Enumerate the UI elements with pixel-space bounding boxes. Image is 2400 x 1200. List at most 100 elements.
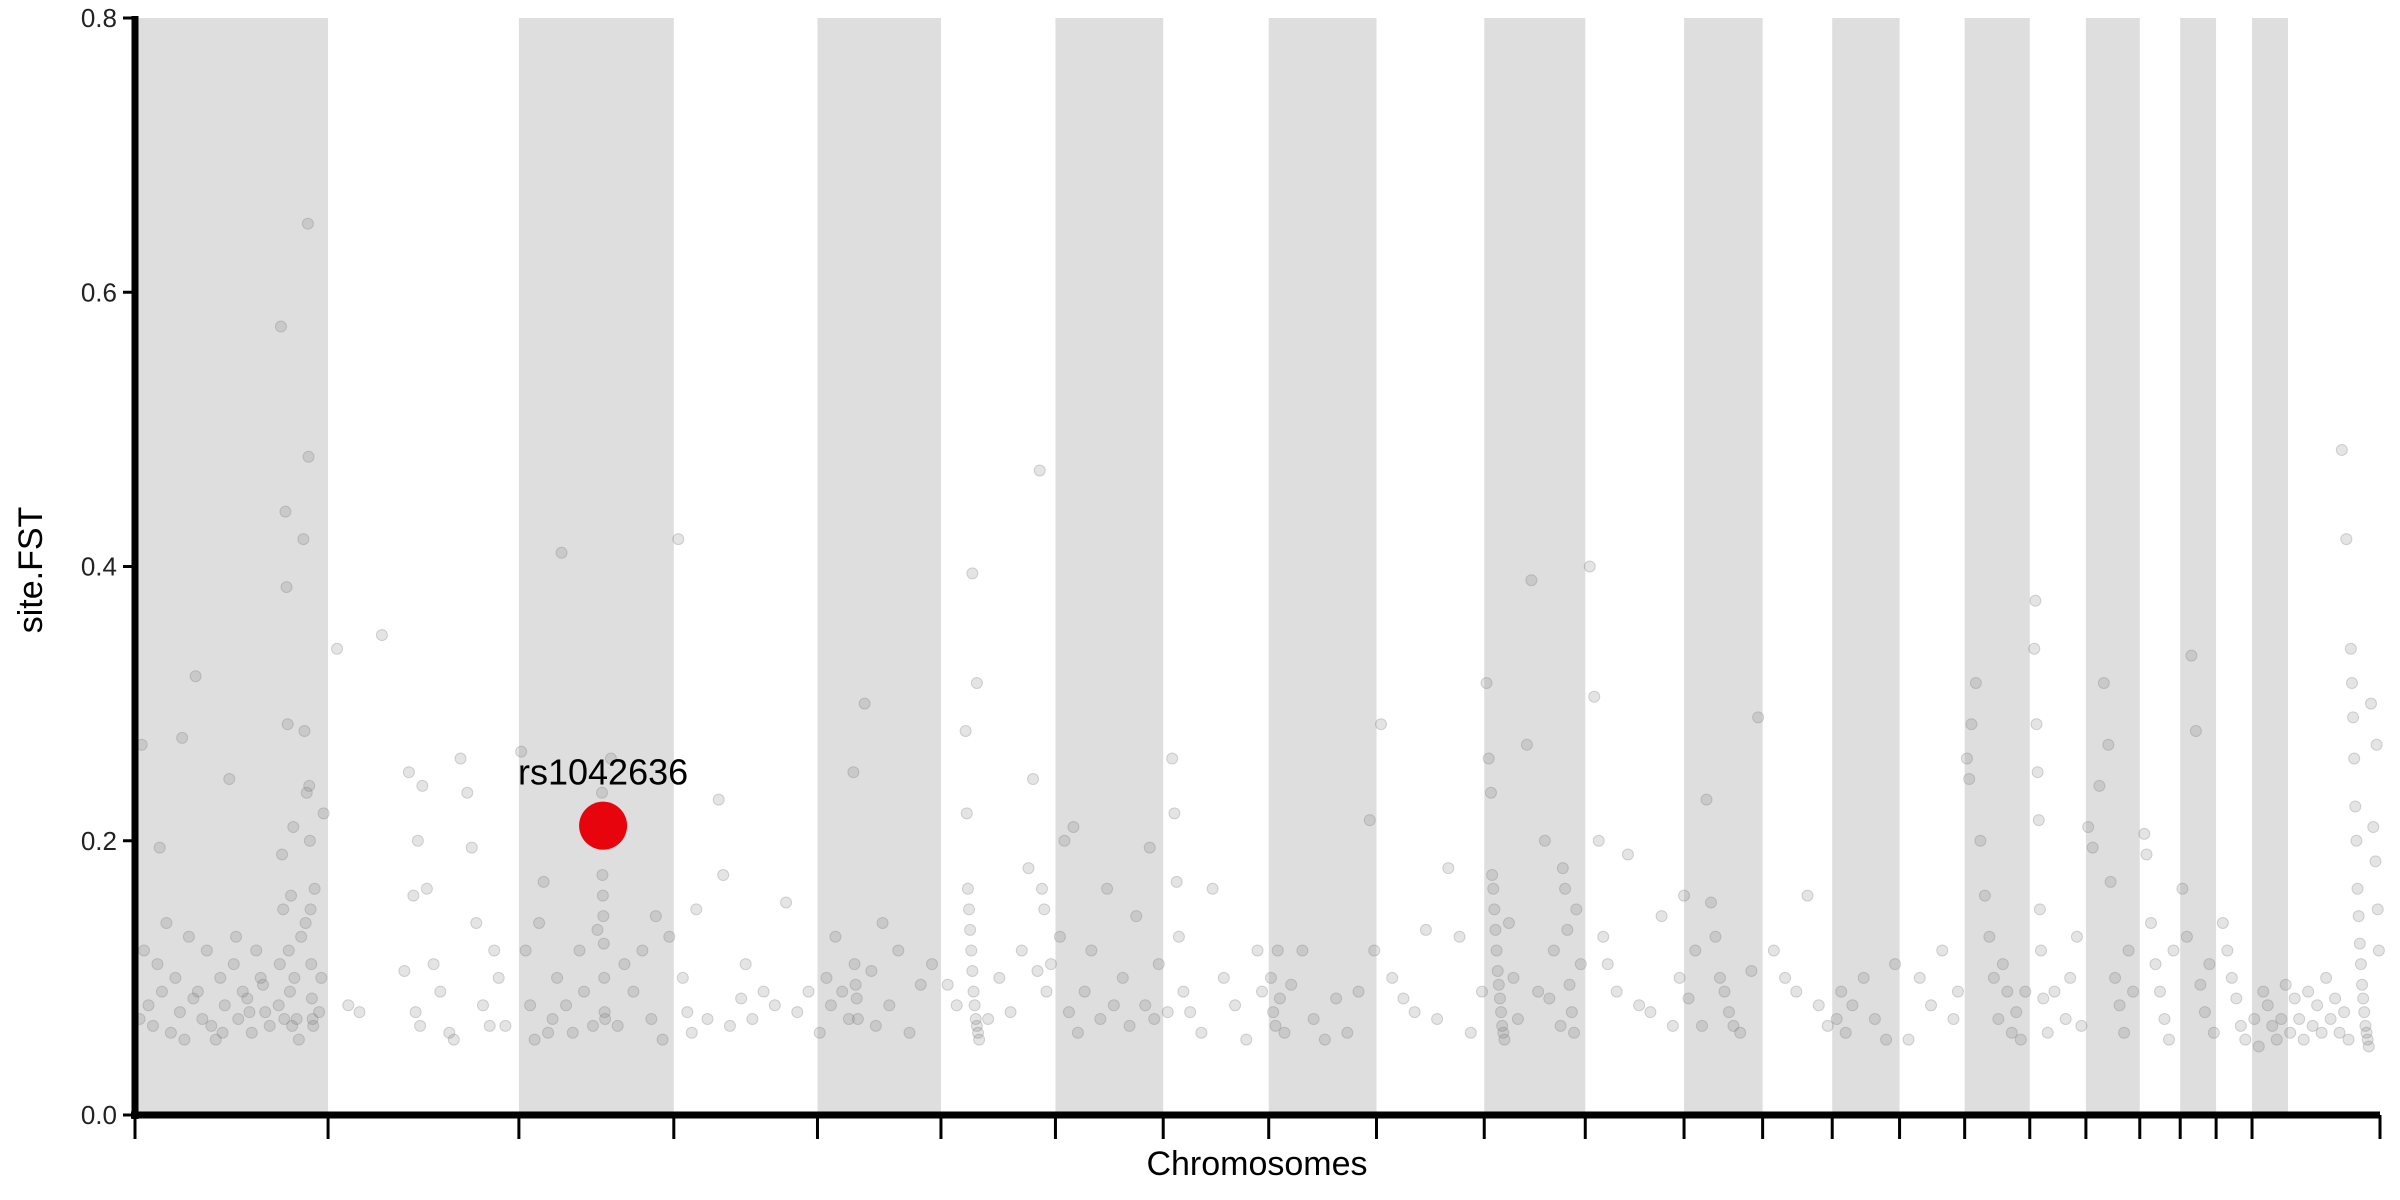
data-point (305, 992, 318, 1005)
data-point (1038, 903, 1051, 916)
data-point (2118, 1026, 2131, 1039)
chromosome-band-4 (1055, 18, 1164, 1115)
data-point (1490, 944, 1503, 957)
data-point (2158, 1013, 2171, 1026)
data-point (2356, 978, 2369, 991)
data-point (2252, 1040, 2265, 1053)
data-point (307, 1019, 320, 1032)
data-point (1673, 971, 1686, 984)
data-point (967, 985, 980, 998)
data-point (1271, 944, 1284, 957)
data-point (1058, 834, 1071, 847)
data-point (1592, 834, 1605, 847)
data-point (146, 1019, 159, 1032)
data-point (2279, 978, 2292, 991)
data-point (298, 725, 311, 738)
data-point (2145, 917, 2158, 930)
data-point (274, 320, 287, 333)
data-point (1206, 882, 1219, 895)
data-point (1397, 992, 1410, 1005)
data-point (1565, 1006, 1578, 1019)
data-point (1408, 1006, 1421, 1019)
data-point (813, 1026, 826, 1039)
data-point (560, 999, 573, 1012)
data-point (288, 971, 301, 984)
data-point (578, 985, 590, 998)
data-point (2234, 1019, 2247, 1032)
data-point (791, 1006, 804, 1019)
data-point (2010, 1006, 2023, 1019)
data-point (618, 958, 631, 971)
data-point (1307, 1013, 1320, 1026)
data-point (2030, 718, 2043, 731)
data-point (1161, 1006, 1174, 1019)
data-point (2344, 642, 2357, 655)
data-point (1053, 930, 1066, 943)
data-point (2102, 738, 2115, 751)
data-point (416, 779, 429, 792)
data-point (1352, 985, 1365, 998)
data-point (1489, 923, 1502, 936)
data-point (1978, 889, 1991, 902)
data-point (961, 882, 974, 895)
data-point (963, 903, 976, 916)
data-point (1363, 814, 1376, 827)
data-point (1525, 574, 1538, 587)
data-point (420, 882, 433, 895)
data-point (1704, 896, 1717, 909)
data-point (2352, 910, 2365, 923)
axes: 0.0 0.2 0.4 0.6 0.8 (81, 3, 2382, 1139)
data-point (308, 882, 321, 895)
y-tick-label: 0.8 (81, 3, 117, 33)
data-point (2203, 958, 2216, 971)
data-point (842, 1013, 855, 1026)
data-point (537, 875, 550, 888)
data-point (597, 937, 610, 950)
data-point (1951, 985, 1964, 998)
data-point (2372, 944, 2385, 957)
data-point (299, 917, 312, 930)
data-point (2122, 944, 2135, 957)
data-point (1511, 1013, 1524, 1026)
data-point (461, 786, 474, 799)
data-point (1330, 992, 1343, 1005)
data-point (2275, 1013, 2288, 1026)
data-point (1633, 999, 1646, 1012)
data-point (342, 999, 355, 1012)
data-point (287, 821, 300, 834)
data-point (1493, 992, 1506, 1005)
data-point (1040, 985, 1053, 998)
data-point (1269, 1019, 1282, 1032)
data-point (273, 958, 286, 971)
data-point (1696, 1019, 1709, 1032)
data-point (304, 903, 317, 916)
data-point (2093, 779, 2106, 792)
data-point (1296, 944, 1309, 957)
data-point (164, 1026, 177, 1039)
data-point (1992, 1013, 2005, 1026)
data-point (2315, 1026, 2328, 1039)
data-point (1152, 958, 1165, 971)
data-point (524, 999, 537, 1012)
data-point (2248, 1013, 2261, 1026)
data-point (701, 1013, 714, 1026)
data-point (598, 971, 611, 984)
data-point (153, 841, 166, 854)
highlight-group: rs1042636 (518, 752, 688, 850)
data-point (1722, 1006, 1735, 1019)
data-point (331, 642, 344, 655)
data-point (2270, 1033, 2283, 1046)
data-point (1507, 971, 1520, 984)
data-point (1666, 1019, 1679, 1032)
chromosome-band-11 (2180, 18, 2217, 1115)
data-point (277, 903, 290, 916)
data-point (243, 1006, 256, 1019)
data-point (2153, 985, 2166, 998)
data-point (836, 985, 849, 998)
data-point (2149, 958, 2162, 971)
data-point (970, 677, 983, 690)
data-point (1588, 690, 1601, 703)
data-point (627, 985, 640, 998)
data-point (964, 923, 977, 936)
